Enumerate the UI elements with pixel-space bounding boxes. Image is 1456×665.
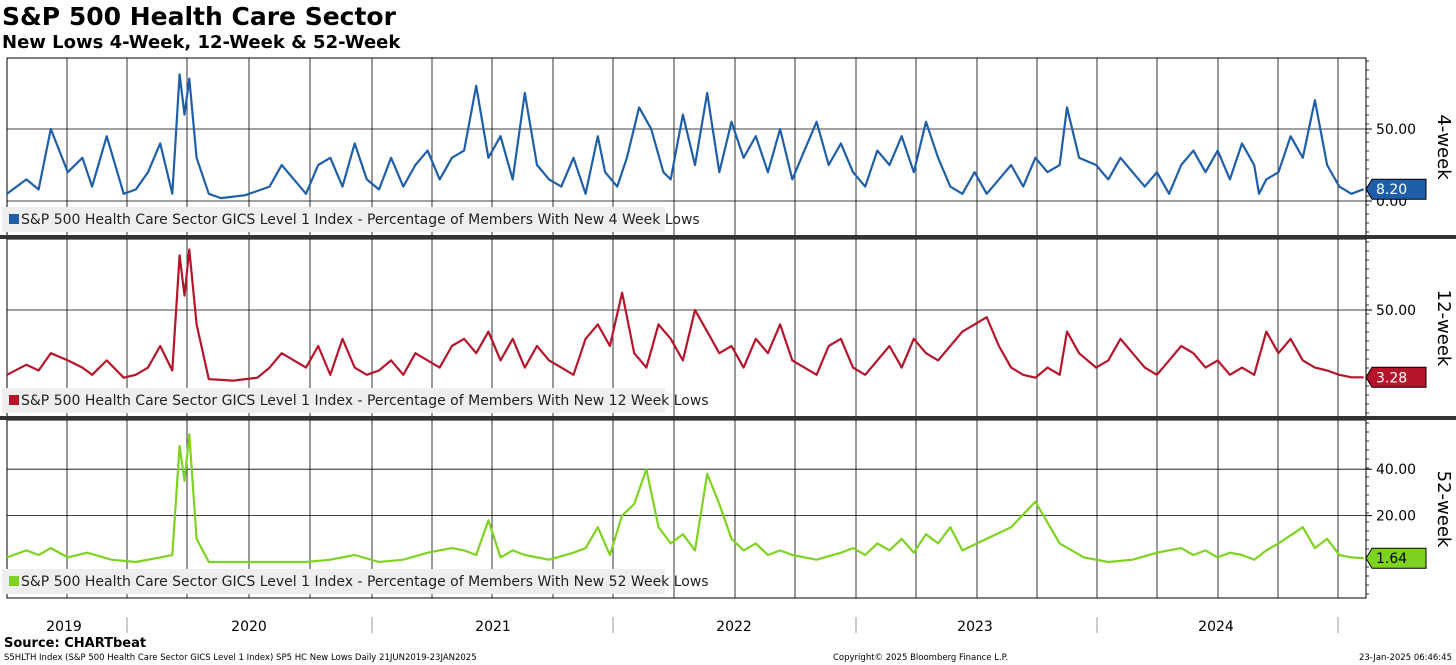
footer-timestamp: 23-Jan-2025 06:46:45 [1358, 653, 1452, 663]
legend-box [2, 207, 665, 232]
legend-label: S&P 500 Health Care Sector GICS Level 1 … [21, 574, 709, 590]
x-tick-label: 2019 [46, 619, 82, 635]
footer-copyright: Copyright© 2025 Bloomberg Finance L.P. [833, 653, 1009, 663]
panel-label: 4-week [1433, 114, 1454, 180]
x-tick-label: 2024 [1198, 619, 1234, 635]
series-line-52-week [6, 433, 1364, 564]
chart-title: S&P 500 Health Care Sector [2, 2, 396, 31]
panel-frame [6, 57, 1367, 237]
series-line-12-week [6, 248, 1364, 382]
x-tick-label: 2020 [231, 619, 267, 635]
x-tick-label: 2023 [957, 619, 993, 635]
legend-swatch-52-week [9, 576, 19, 586]
y-tick-label: 50.00 [1376, 303, 1416, 319]
panel-label: 12-week [1433, 290, 1454, 367]
panel-label: 52-week [1433, 471, 1454, 548]
y-tick-label: 20.00 [1376, 509, 1416, 525]
y-tick-label: 40.00 [1376, 462, 1416, 478]
last-value-badge [1365, 178, 1427, 200]
last-value-label: 1.64 [1376, 551, 1407, 567]
legend-label: S&P 500 Health Care Sector GICS Level 1 … [21, 212, 700, 228]
last-value-badge [1365, 366, 1427, 388]
last-value-label: 3.28 [1376, 370, 1407, 386]
source-note: Source: CHARTbeat [4, 636, 147, 651]
panel-frame [6, 419, 1367, 599]
legend-box [2, 569, 665, 594]
panel-separator [0, 235, 1456, 239]
footer-description: S5HLTH Index (S&P 500 Health Care Sector… [4, 653, 477, 663]
last-value-badge [1365, 547, 1427, 569]
legend-swatch-12-week [9, 395, 19, 405]
legend-box [2, 388, 665, 413]
chart-subtitle: New Lows 4-Week, 12-Week & 52-Week [2, 32, 401, 53]
panel-frame [6, 238, 1367, 418]
last-value-label: 8.20 [1376, 182, 1407, 198]
panel-separator [0, 416, 1456, 420]
x-tick-label: 2021 [475, 619, 511, 635]
legend-label: S&P 500 Health Care Sector GICS Level 1 … [21, 393, 709, 409]
y-tick-label: 50.00 [1376, 122, 1416, 138]
legend-swatch-4-week [9, 214, 19, 224]
x-tick-label: 2022 [716, 619, 752, 635]
series-line-4-week [6, 73, 1364, 200]
